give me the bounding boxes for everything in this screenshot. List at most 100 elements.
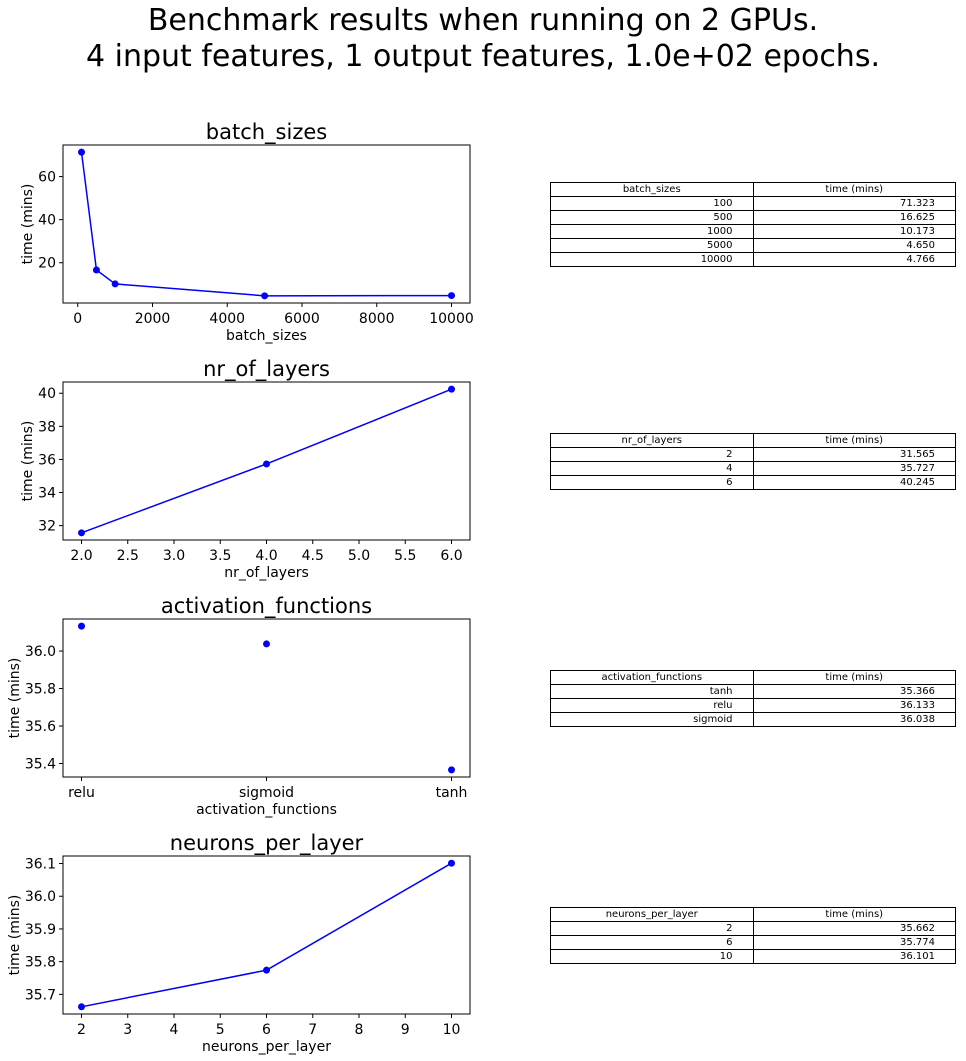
y-tick-label: 20 — [38, 256, 56, 272]
x-tick-label: 6 — [262, 1022, 271, 1038]
figure-title-line-1: Benchmark results when running on 2 GPUs… — [147, 3, 819, 38]
table-cell: relu — [550, 698, 754, 713]
y-tick-label: 35.8 — [25, 955, 56, 971]
data-point — [92, 266, 100, 274]
table-row: 4 35.727 — [550, 461, 956, 476]
table-cell: 6 — [550, 475, 754, 490]
table-cell: 10.173 — [752, 224, 956, 239]
data-point — [263, 460, 270, 468]
data-point — [448, 292, 455, 300]
table-row: relu 36.133 — [550, 698, 956, 713]
x-tick-label: 8000 — [359, 311, 395, 327]
table-row: 5000 4.650 — [550, 238, 956, 253]
x-tick-label: 8 — [355, 1022, 364, 1038]
table-cell: 35.662 — [752, 921, 956, 936]
x-tick-label: 10000 — [429, 311, 474, 327]
series-line — [80, 152, 452, 297]
table-row: 10 36.101 — [550, 949, 956, 964]
table-cell: 40.245 — [752, 475, 956, 490]
data-point — [261, 292, 269, 300]
x-tick-label: 3.0 — [163, 548, 185, 564]
data-point — [448, 859, 455, 867]
y-axis-label: time (mins) — [20, 184, 36, 265]
table-header-cell: time (mins) — [752, 182, 956, 197]
plot-frame — [62, 855, 471, 1015]
x-tick-label: sigmoid — [239, 785, 294, 801]
x-tick-label: relu — [68, 785, 95, 801]
chart-2: nr_of_layers 2.0 2.5 3.0 3.5 4.0 4.5 5.0 5.5 6.0 3… — [20, 357, 471, 581]
y-tick-label: 40 — [38, 213, 56, 229]
table-row: 6 35.774 — [550, 935, 956, 950]
y-tick-label: 35.7 — [25, 987, 56, 1003]
data-point — [111, 280, 119, 288]
table-header-row: activation_functions time (mins) — [550, 670, 956, 685]
table-cell: 500 — [550, 210, 754, 225]
x-tick-label: 2000 — [135, 311, 171, 327]
x-axis-label: nr_of_layers — [224, 565, 309, 581]
y-axis-label: time (mins) — [7, 658, 23, 739]
table-row: 100 71.323 — [550, 196, 956, 211]
table-row: 2 35.662 — [550, 921, 956, 936]
table-header-cell: time (mins) — [752, 907, 956, 922]
table-cell: sigmoid — [550, 712, 754, 727]
x-tick-label: 9 — [401, 1022, 410, 1038]
x-tick-label: 6000 — [284, 311, 320, 327]
results-table-1: batch_sizes time (mins) 100 71.323 500 16.625… — [550, 182, 956, 267]
chart-title: neurons_per_layer — [170, 831, 364, 856]
table-row: tanh 35.366 — [550, 684, 956, 699]
x-tick-label: 5.0 — [348, 548, 370, 564]
x-tick-label: 7 — [308, 1022, 317, 1038]
table-cell: 71.323 — [752, 196, 956, 211]
x-axis-label: batch_sizes — [226, 328, 307, 344]
table-header-row: nr_of_layers time (mins) — [550, 433, 956, 448]
table-cell: 1000 — [550, 224, 754, 239]
table-cell: 4 — [550, 461, 754, 476]
table-cell: 35.366 — [752, 684, 956, 699]
table-cell: 35.774 — [752, 935, 956, 950]
y-tick-label: 35.4 — [25, 757, 56, 773]
x-tick-label: 10 — [443, 1022, 461, 1038]
chart-4: neurons_per_layer 2 3 4 5 6 7 8 9 10 35.7 35.8 35.9 3… — [7, 831, 471, 1055]
table-header-cell: neurons_per_layer — [550, 907, 754, 922]
y-tick-label: 34 — [38, 486, 56, 502]
table-cell: 10000 — [550, 252, 754, 267]
results-table-2: nr_of_layers time (mins) 2 31.565 4 35.727 6 40… — [550, 433, 956, 490]
plot-frame — [62, 144, 471, 304]
y-tick-label: 38 — [38, 419, 56, 435]
table-cell: 36.101 — [752, 949, 956, 964]
y-tick-label: 35.6 — [25, 719, 56, 735]
x-tick-label: 2.0 — [70, 548, 92, 564]
x-tick-label: 3 — [123, 1022, 132, 1038]
table-row: sigmoid 36.038 — [550, 712, 956, 727]
chart-title: activation_functions — [161, 594, 372, 619]
table-header-cell: activation_functions — [550, 670, 754, 685]
x-tick-label: 4000 — [209, 311, 245, 327]
table-row: 1000 10.173 — [550, 224, 956, 239]
y-tick-label: 36.0 — [25, 889, 56, 905]
data-point — [263, 966, 270, 974]
table-header-cell: nr_of_layers — [550, 433, 754, 448]
data-point — [78, 622, 85, 630]
table-cell: 6 — [550, 935, 754, 950]
table-header-cell: time (mins) — [752, 433, 956, 448]
table-cell: 36.038 — [752, 712, 956, 727]
data-point — [78, 148, 85, 156]
data-point — [448, 385, 455, 393]
x-tick-label: 4 — [170, 1022, 179, 1038]
y-axis-label: time (mins) — [20, 421, 36, 502]
y-tick-label: 35.8 — [25, 682, 56, 698]
x-tick-label: 3.5 — [209, 548, 231, 564]
data-point — [448, 766, 455, 774]
x-tick-label: 0 — [73, 311, 82, 327]
table-header-cell: time (mins) — [752, 670, 956, 685]
table-row: 10000 4.766 — [550, 252, 956, 267]
results-table-4: neurons_per_layer time (mins) 2 35.662 6 35.7… — [550, 907, 956, 964]
table-header-row: neurons_per_layer time (mins) — [550, 907, 956, 922]
table-row: 500 16.625 — [550, 210, 956, 225]
y-tick-label: 36.0 — [25, 644, 56, 660]
series-line — [81, 862, 452, 1008]
x-tick-label: 5 — [216, 1022, 225, 1038]
data-point — [263, 640, 270, 648]
